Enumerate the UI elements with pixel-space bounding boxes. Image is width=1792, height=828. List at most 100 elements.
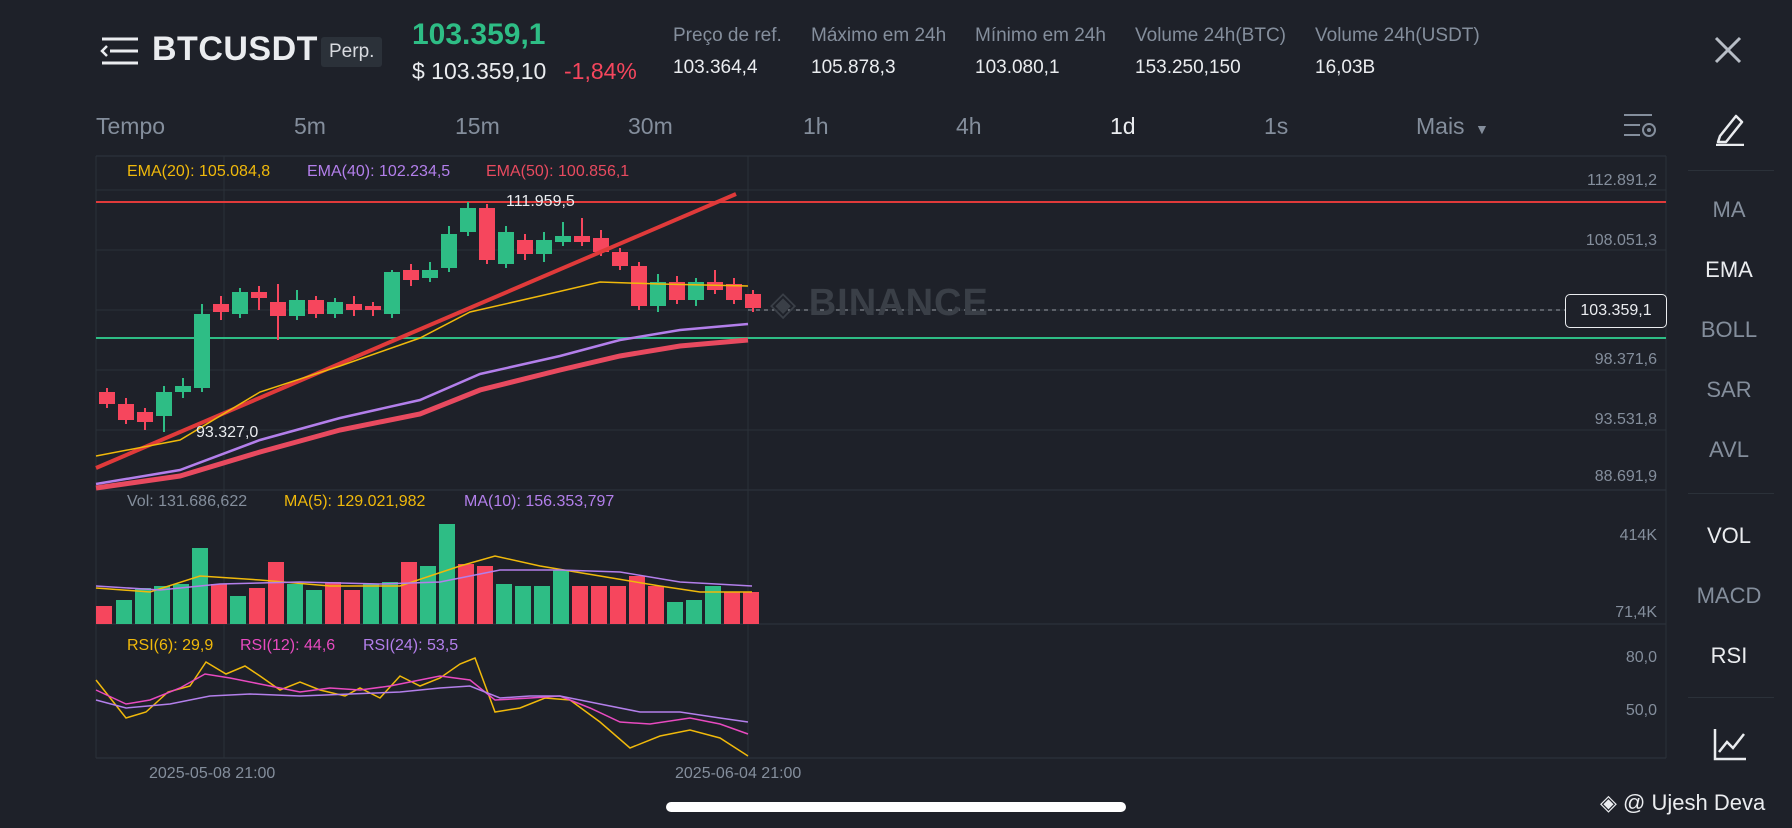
indicator-boll[interactable]: BOLL [1700,317,1758,342]
volume-bar [477,566,493,624]
candle-body [536,240,552,254]
ema50-line [95,337,749,491]
volume-bar [610,586,626,624]
candle-body [555,236,571,242]
current-price-tag: 103.359,1 [1565,294,1667,328]
volume-bar [154,586,170,624]
indicator-vol[interactable]: VOL [1706,523,1752,548]
volume-bar [116,600,132,624]
indicator-ma[interactable]: MA [1712,197,1746,222]
candle-body [574,236,590,242]
date-axis-label: 2025-05-08 21:00 [149,765,276,782]
ema50-legend: EMA(50): 100.856,1 [486,163,630,180]
low-price-marker: 93.327,0 [196,424,259,441]
chart-type-icon[interactable] [1712,726,1748,762]
timeframe-15m[interactable]: 15m [455,113,500,139]
volume-bar [211,584,227,624]
volume-bar [363,584,379,624]
volume-bar [724,592,740,624]
volume-bar [173,584,189,624]
candle-body [745,294,761,308]
volume-bar [268,562,284,624]
high-price-marker: 111.959,5 [506,193,575,210]
candle-body [251,292,267,298]
last-price: 103.359,1 [412,18,546,51]
rsi24-legend: RSI(24): 53,5 [363,637,459,654]
timeframe-more-dropdown[interactable]: Mais ▼ [1416,113,1489,140]
indicator-avl[interactable]: AVL [1709,437,1749,462]
volume-bar [287,584,303,624]
rsi-axis-label: 80,0 [1625,649,1657,666]
price-axis-label: 112.891,2 [1587,172,1657,189]
stat-label-24h-vol-btc: Volume 24h(BTC) [1135,25,1287,46]
price-axis-label: 88.691,9 [1594,468,1657,485]
candle-body [422,270,438,278]
candle-body [137,412,153,422]
stat-value-24h-high: 105.878,3 [811,57,896,78]
volume-bar [401,562,417,624]
ema20-legend: EMA(20): 105.084,8 [127,163,271,180]
stat-value-24h-vol-usdt: 16,03B [1315,57,1376,78]
drawing-tool-icon[interactable] [1712,110,1748,146]
chart-settings-icon[interactable] [1622,110,1658,142]
candle-body [99,392,115,404]
candle-body [460,208,476,232]
candle-body [213,304,229,312]
candle-body [403,270,419,280]
candle-body [631,266,647,306]
volume-bar [667,602,683,624]
price-axis-label: 98.371,6 [1594,351,1657,368]
candle-body [194,314,210,388]
timeframe-1s[interactable]: 1s [1264,113,1289,139]
volume-bar [306,590,322,624]
timeframe-5m[interactable]: 5m [294,113,326,139]
candle-body [327,302,343,314]
candle-body [346,304,362,310]
home-indicator [666,802,1126,812]
close-icon[interactable] [1710,32,1746,68]
stat-label-24h-high: Máximo em 24h [811,25,947,46]
menu-icon[interactable] [100,33,140,69]
symbol-title[interactable]: BTCUSDT [152,30,318,68]
indicator-macd[interactable]: MACD [1696,583,1762,608]
volume-bar [572,586,588,624]
volume-bar [591,586,607,624]
candle-body [669,282,685,300]
rsi-axis-label: 50,0 [1625,702,1657,719]
timeframe-1h[interactable]: 1h [803,113,829,139]
timeframe-1d[interactable]: 1d [1110,113,1136,139]
binance-logo-icon: ◈ [770,285,798,323]
candle-body [612,252,628,266]
volume-bar [420,566,436,624]
volume-ma10-line [95,569,753,591]
binance-logo-icon: ◈ [1600,790,1617,815]
candle-body [688,282,704,300]
timeframe-4h[interactable]: 4h [956,113,982,139]
candle-body [441,234,457,268]
candle-body [118,404,134,420]
volume-bar [553,570,569,624]
candle-body [517,240,533,254]
volume-bar [629,576,645,624]
caret-down-icon: ▼ [1474,121,1489,137]
indicator-ema[interactable]: EMA [1705,257,1753,282]
change-percent: -1,84% [564,58,637,84]
stat-value-mark-price: 103.364,4 [673,57,758,78]
candle-body [175,386,191,392]
timeframe-30m[interactable]: 30m [628,113,673,139]
candle-body [498,232,514,264]
volume-bar [382,582,398,624]
volume-ma5-legend: MA(5): 129.021,982 [284,493,426,510]
indicator-rsi[interactable]: RSI [1710,643,1748,668]
timeframe-label: Tempo [96,113,166,139]
indicator-sar[interactable]: SAR [1706,377,1752,402]
stat-label-mark-price: Preço de ref. [673,25,782,46]
rsi6-legend: RSI(6): 29,9 [127,637,214,654]
ema40-legend: EMA(40): 102.234,5 [307,163,451,180]
trend-line [95,192,737,470]
stat-value-24h-low: 103.080,1 [975,57,1060,78]
volume-bar [534,586,550,624]
sidebar-divider [1688,697,1774,698]
ema20-line [95,281,749,457]
